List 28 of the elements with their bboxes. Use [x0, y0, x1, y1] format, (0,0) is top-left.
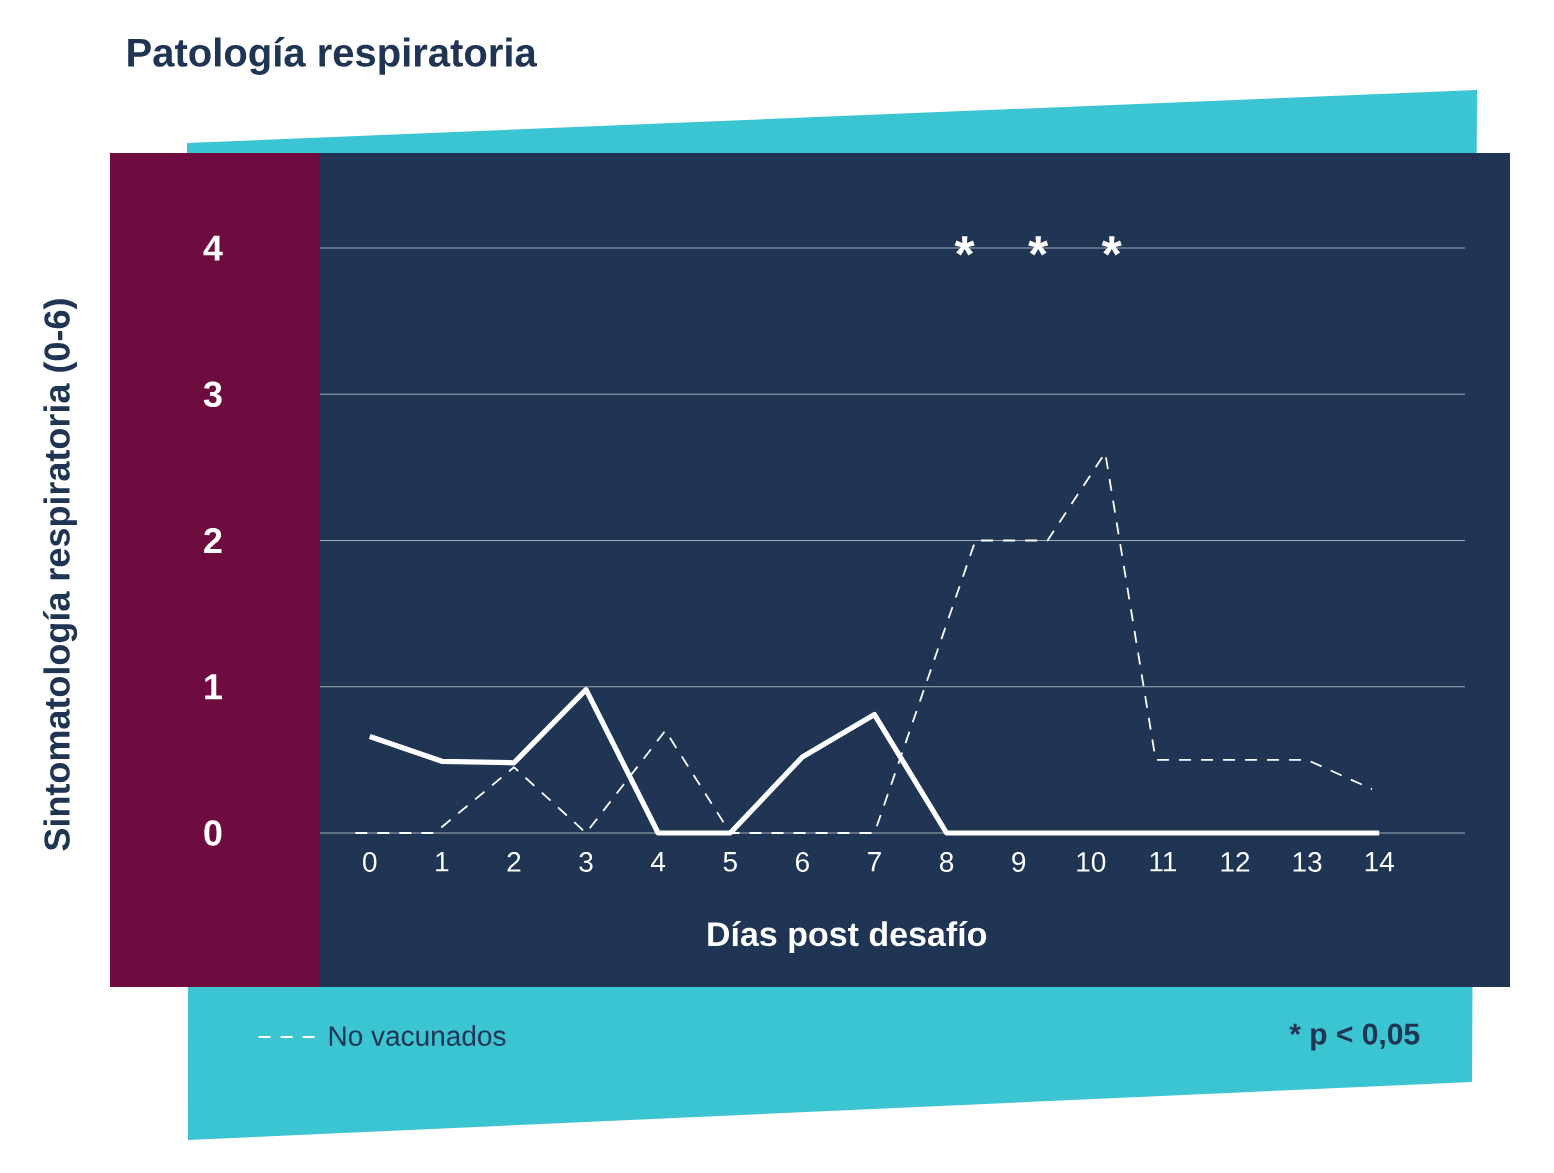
x-tick-label: 14: [1365, 852, 1394, 872]
y-axis-title: Sintomatología respiratoria (0-6): [43, 299, 78, 851]
annotation: *: [1101, 236, 1122, 256]
y-tick-label: 2: [204, 527, 222, 554]
y-tick-label: 3: [203, 381, 222, 408]
x-tick-label: 0: [363, 852, 377, 872]
chart-title: Patología respiratoria: [128, 37, 537, 75]
y-tick-label: 1: [205, 674, 222, 700]
x-tick-label: 3: [579, 852, 593, 872]
x-tick-label: 7: [868, 852, 881, 872]
x-tick-label: 10: [1077, 852, 1106, 872]
x-tick-label: 5: [723, 852, 737, 872]
annotation: *: [1028, 236, 1049, 256]
x-tick-label: 13: [1293, 852, 1322, 872]
text: * p < 0,05: [1289, 1023, 1420, 1051]
x-tick-label: 11: [1150, 852, 1177, 872]
x-tick-label: 1: [436, 852, 449, 872]
x-tick-label: 12: [1221, 852, 1250, 872]
x-tick-label: 9: [1012, 852, 1026, 872]
x-tick-label: 6: [796, 852, 809, 872]
x-axis-title: Días post desafío: [708, 920, 987, 953]
legend-label: No vacunados: [329, 1025, 506, 1046]
y-tick-label: 0: [204, 820, 222, 846]
annotation: *: [954, 236, 975, 256]
x-tick-label: 2: [507, 852, 521, 872]
y-tick-label: 4: [203, 235, 223, 261]
x-tick-label: 8: [940, 852, 954, 872]
x-tick-label: 4: [651, 852, 666, 872]
